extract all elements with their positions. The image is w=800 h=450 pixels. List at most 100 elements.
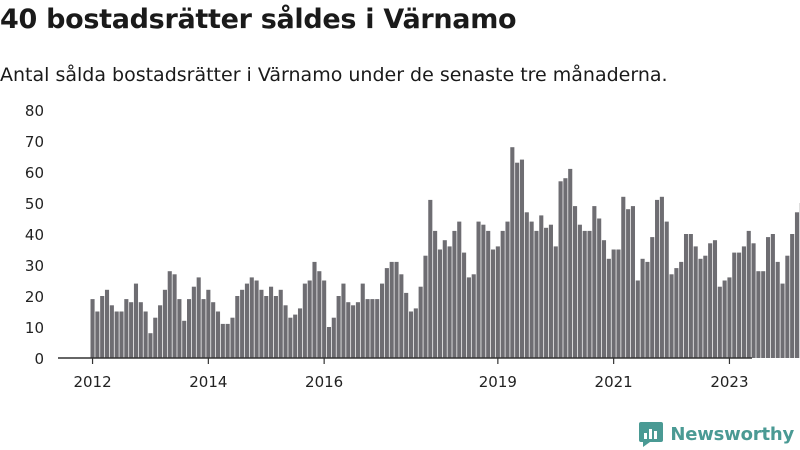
bar <box>153 317 158 358</box>
bar <box>249 277 254 358</box>
newsworthy-logo-icon <box>639 422 664 447</box>
bar <box>95 311 100 358</box>
bar <box>133 283 139 358</box>
y-tick-label: 0 <box>34 350 44 368</box>
bar <box>384 268 389 358</box>
bar <box>215 311 221 358</box>
bar <box>553 246 558 358</box>
bar <box>442 240 447 358</box>
bar <box>708 243 713 358</box>
bar <box>645 261 650 358</box>
bar <box>336 296 341 358</box>
bar <box>573 206 578 358</box>
bar <box>187 299 192 358</box>
bar <box>331 317 336 358</box>
bar <box>322 280 327 358</box>
bar <box>650 237 655 358</box>
y-tick-label: 80 <box>25 102 44 120</box>
bar <box>235 296 240 358</box>
bar <box>360 283 365 358</box>
bar <box>317 271 322 358</box>
bar <box>408 311 414 358</box>
bar <box>230 317 235 358</box>
bar <box>688 234 693 358</box>
bar <box>129 302 134 358</box>
bar <box>544 227 549 358</box>
bar <box>119 311 124 358</box>
bar <box>587 230 592 358</box>
bar <box>563 178 568 358</box>
bar <box>293 314 298 358</box>
bar <box>626 209 631 358</box>
bar <box>259 289 264 358</box>
x-tick-label: 2014 <box>189 373 227 391</box>
bar <box>500 230 505 358</box>
bar <box>162 289 167 358</box>
bar <box>630 206 635 358</box>
bar <box>355 302 360 358</box>
bar <box>635 280 640 358</box>
y-tick-label: 40 <box>25 226 44 244</box>
bar <box>244 283 249 358</box>
bar <box>114 311 119 358</box>
y-tick-label: 60 <box>25 164 44 182</box>
bar <box>452 230 457 358</box>
bar <box>167 271 172 358</box>
bar <box>104 289 110 358</box>
bar <box>273 296 278 358</box>
bar <box>341 283 346 358</box>
bar <box>283 305 288 358</box>
chart-title: 40 bostadsrätter såldes i Värnamo <box>0 4 517 35</box>
brand-name: Newsworthy <box>670 423 794 445</box>
bar <box>664 221 669 358</box>
bar <box>466 277 471 358</box>
bar <box>775 261 780 358</box>
bar <box>703 255 708 358</box>
bar <box>297 308 303 358</box>
bar <box>505 221 510 358</box>
bar <box>423 255 428 358</box>
bar <box>476 221 481 358</box>
bar <box>510 147 515 358</box>
x-tick-label: 2023 <box>710 373 748 391</box>
bar <box>447 246 452 358</box>
bar <box>404 292 409 358</box>
bar <box>206 289 211 358</box>
y-tick-label: 70 <box>25 133 44 151</box>
x-tick-label: 2019 <box>479 373 517 391</box>
bar <box>568 168 573 358</box>
bar <box>621 196 626 358</box>
bar <box>148 333 153 358</box>
bar <box>191 286 196 358</box>
bar <box>548 224 553 358</box>
y-tick-label: 50 <box>25 195 44 213</box>
bar <box>698 258 703 358</box>
bar <box>433 230 438 358</box>
bar <box>312 261 317 358</box>
bar <box>640 258 645 358</box>
bar <box>659 196 664 358</box>
bar <box>756 271 761 358</box>
bar <box>182 320 187 358</box>
x-tick-label: 2016 <box>305 373 343 391</box>
bar <box>225 323 230 358</box>
bar <box>158 305 163 358</box>
bar <box>486 230 491 358</box>
bar <box>582 230 587 358</box>
bar <box>655 199 660 358</box>
bar <box>365 299 370 358</box>
bar <box>90 299 95 358</box>
bar <box>302 283 307 358</box>
bar <box>558 181 563 358</box>
bar <box>211 302 216 358</box>
bar <box>746 230 751 358</box>
bar <box>471 274 476 358</box>
bar <box>143 311 148 358</box>
bar <box>196 277 201 358</box>
bar <box>380 283 385 358</box>
bar <box>606 258 611 358</box>
bar <box>732 252 737 358</box>
bar <box>737 252 742 358</box>
bar <box>577 224 582 358</box>
